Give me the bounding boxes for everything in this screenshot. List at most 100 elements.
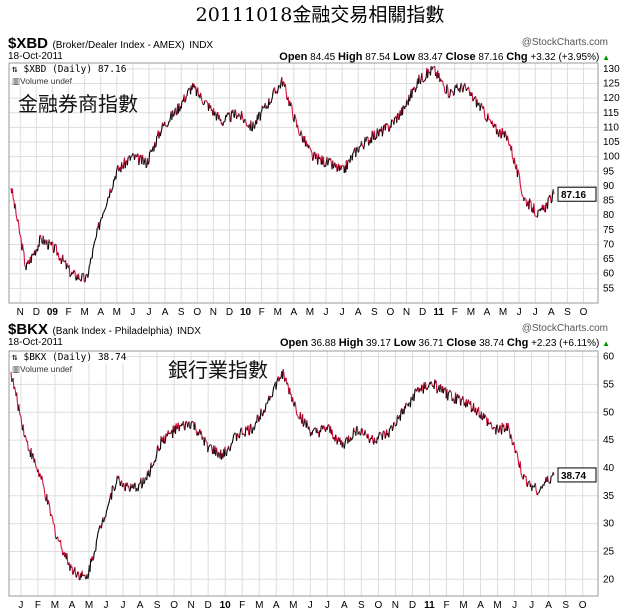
close-value: 38.74 [479, 338, 505, 349]
price-segment [236, 432, 239, 435]
price-segment [62, 254, 64, 262]
price-segment [533, 203, 536, 215]
price-segment [491, 120, 494, 127]
price-segment [241, 111, 243, 116]
price-segment [238, 432, 241, 439]
price-segment [525, 475, 528, 486]
low-label: Low [393, 337, 416, 349]
chg-label: Chg [506, 51, 528, 63]
price-segment [412, 87, 415, 91]
price-segment [84, 276, 87, 283]
symbol: $XBD [8, 35, 49, 52]
x-tick-label: O [170, 600, 178, 611]
price-segment [182, 420, 185, 428]
price-segment [358, 431, 361, 436]
price-segment [174, 107, 177, 115]
y-tick-label: 40 [603, 463, 615, 474]
price-segment [103, 209, 106, 212]
price-segment [498, 130, 500, 137]
price-segment [289, 387, 291, 395]
low-label: Low [393, 51, 416, 63]
price-segment [260, 111, 263, 113]
price-segment [256, 414, 258, 423]
x-tick-label: J [325, 600, 330, 611]
price-segment [297, 415, 299, 418]
legend-label: $BKX (Daily) 38.74 [23, 352, 127, 363]
price-segment [552, 189, 555, 195]
y-tick-label: 80 [603, 210, 615, 221]
plot-frame [8, 350, 599, 597]
price-segment [371, 435, 374, 443]
price-segment [388, 428, 391, 438]
price-segment [319, 156, 322, 160]
price-segment [215, 113, 218, 121]
price-segment [85, 274, 87, 277]
price-segment [378, 432, 380, 436]
y-tick-label: 95 [603, 166, 615, 177]
price-segment [75, 574, 78, 578]
legend-label: $XBD (Daily) 87.16 [23, 64, 127, 75]
price-segment [365, 434, 367, 436]
price-segment [309, 148, 312, 152]
price-segment [225, 114, 228, 118]
price-segment [523, 473, 526, 476]
watermark[interactable]: @StockCharts.com [521, 37, 608, 48]
x-tick-label: F [452, 307, 458, 318]
price-segment [16, 392, 19, 404]
chg-value: +2.23 (+6.11%) [531, 338, 600, 349]
price-segment [233, 109, 236, 118]
price-segment [112, 485, 115, 488]
price-segment [483, 106, 485, 113]
price-segment [367, 433, 370, 439]
price-segment [34, 463, 37, 468]
price-segment [513, 442, 516, 447]
price-segment [384, 435, 387, 439]
description: (Bank Index - Philadelphia) [52, 326, 173, 337]
price-segment [54, 527, 57, 538]
price-segment [11, 379, 13, 382]
price-segment [95, 227, 98, 237]
price-segment [95, 537, 98, 541]
price-segment [371, 130, 373, 143]
price-segment [534, 214, 536, 217]
price-segment [172, 114, 175, 117]
price-segment [141, 485, 143, 489]
legend: ⇅ $XBD (Daily) 87.16 [12, 64, 127, 75]
chart-header: $XBD (Broker/Dealer Index - AMEX) INDX [8, 36, 213, 53]
price-segment [366, 136, 369, 138]
price-segment [419, 78, 422, 85]
price-segment [465, 88, 468, 91]
price-segment [210, 105, 212, 111]
price-segment [535, 216, 538, 218]
price-segment [19, 233, 21, 236]
x-tick-label: S [154, 600, 161, 611]
price-segment [451, 399, 454, 402]
y-tick-label: 50 [603, 407, 615, 418]
price-segment [92, 246, 95, 250]
price-segment [94, 238, 97, 241]
price-segment [113, 488, 116, 492]
price-segment [383, 430, 386, 433]
price-segment [443, 85, 445, 87]
price-segment [69, 275, 72, 278]
price-segment [483, 111, 486, 120]
price-segment [168, 432, 171, 435]
price-segment [60, 259, 63, 264]
x-tick-label: N [188, 600, 195, 611]
price-segment [89, 258, 92, 265]
open-label: Open [279, 51, 308, 63]
price-segment [241, 427, 243, 435]
x-tick-label: O [375, 600, 383, 611]
price-segment [144, 157, 147, 168]
price-segment [520, 472, 523, 477]
price-segment [136, 487, 138, 490]
price-segment [139, 482, 141, 485]
price-segment [30, 253, 33, 263]
price-segment [234, 432, 237, 434]
watermark[interactable]: @StockCharts.com [521, 323, 608, 334]
price-segment [223, 120, 226, 123]
price-segment [322, 156, 325, 168]
price-segment [356, 426, 359, 435]
price-segment [439, 384, 442, 387]
price-segment [68, 264, 71, 277]
